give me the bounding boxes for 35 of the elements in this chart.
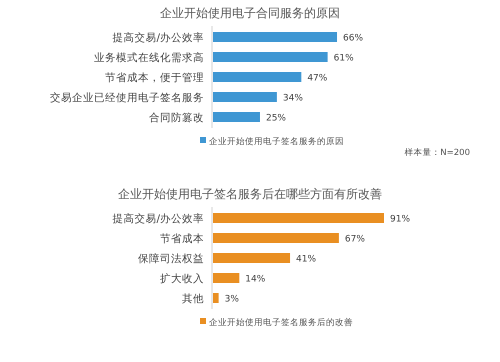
data-label: 47% xyxy=(307,74,328,84)
chart-title: 企业开始使用电子签名服务后在哪些方面有所改善 xyxy=(118,187,382,201)
y-tick-label: 节省成本，便于管理 xyxy=(105,71,204,84)
data-label: 91% xyxy=(390,214,410,224)
y-tick-label: 业务模式在线化需求高 xyxy=(94,51,204,64)
y-tick-label: 合同防篡改 xyxy=(149,111,204,124)
text: 样本量：N=200 xyxy=(404,147,470,158)
bar xyxy=(213,92,277,102)
y-tick-label: 节省成本 xyxy=(160,232,204,245)
data-label: 25% xyxy=(266,114,286,124)
y-tick-label: 保障司法权益 xyxy=(138,252,204,265)
bar xyxy=(213,233,339,243)
data-label: 66% xyxy=(343,34,364,44)
bar xyxy=(213,112,260,122)
bar xyxy=(213,52,328,62)
data-label: 14% xyxy=(245,274,266,284)
data-label: 3% xyxy=(224,294,240,304)
y-tick-label: 扩大收入 xyxy=(160,272,204,285)
bar xyxy=(213,32,338,42)
data-label: 67% xyxy=(344,234,366,244)
bar xyxy=(213,72,302,82)
chart-title: 企业开始使用电子合同服务的原因 xyxy=(160,6,340,20)
bar xyxy=(213,293,219,303)
legend-label: 企业开始使用电子签名服务的原因 xyxy=(209,136,344,147)
y-tick-label: 提高交易/办公效率 xyxy=(112,31,204,44)
data-label: 34% xyxy=(282,94,304,104)
bar xyxy=(213,253,290,263)
y-tick-label: 其他 xyxy=(182,292,204,305)
data-label: 41% xyxy=(296,254,316,264)
bar xyxy=(213,213,384,223)
y-tick-label: 提高交易/办公效率 xyxy=(112,212,204,225)
bar xyxy=(213,273,240,283)
legend-label: 企业开始使用电子签名服务后的改善 xyxy=(209,317,353,328)
y-tick-label: 交易企业已经使用电子签名服务 xyxy=(50,91,204,104)
data-label: 61% xyxy=(334,54,354,64)
